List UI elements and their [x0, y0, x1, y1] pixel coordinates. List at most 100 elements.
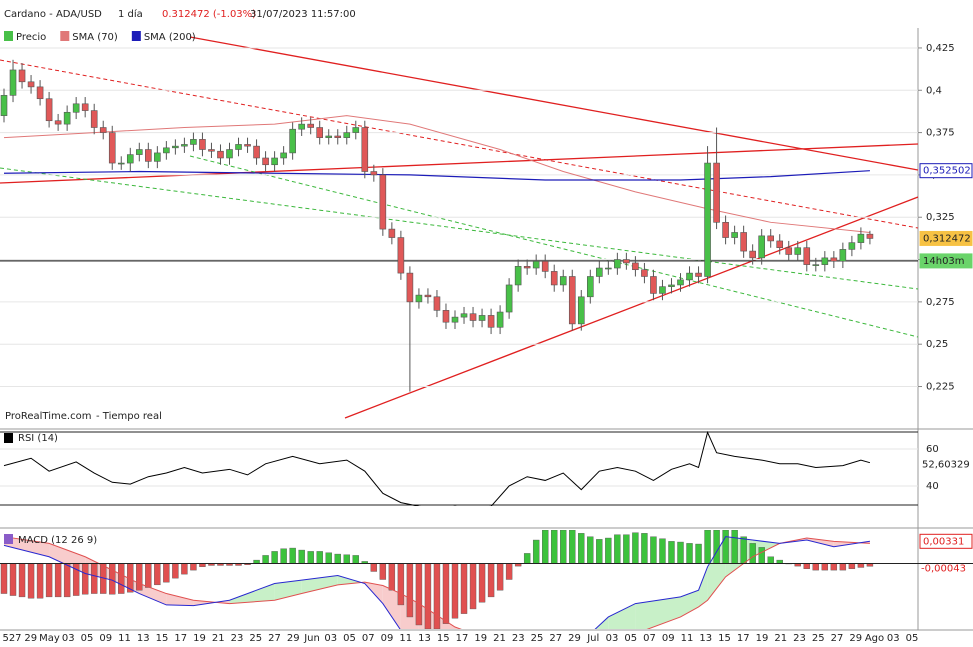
x-tick-label: 05 — [81, 633, 94, 644]
candle-body — [848, 242, 856, 250]
histogram-bar — [253, 559, 260, 564]
x-tick-label: 03 — [62, 633, 75, 644]
histogram-bar — [677, 541, 684, 564]
candle-body — [45, 98, 53, 122]
trend-line — [0, 143, 918, 184]
interval: 1 día — [118, 8, 143, 20]
candle-body — [758, 235, 765, 259]
candle-body — [803, 247, 811, 265]
x-tick-label: Jul — [586, 633, 599, 644]
x-tick-label: 11 — [681, 633, 694, 644]
candle-body — [460, 313, 468, 318]
x-tick-label: Jun — [303, 633, 320, 644]
candle-body — [208, 149, 215, 152]
candle-body — [154, 152, 161, 162]
histogram-bar — [0, 563, 8, 594]
histogram-bar — [118, 563, 125, 594]
histogram-bar — [81, 563, 89, 595]
histogram-bar — [27, 563, 35, 599]
trend-line — [189, 36, 918, 171]
candle-body — [388, 228, 396, 238]
trend-line — [189, 155, 918, 338]
x-tick-label: 21 — [212, 633, 225, 644]
y-tick-label: 0,325 — [926, 212, 955, 223]
candle-body — [136, 149, 143, 155]
histogram-bar — [54, 563, 62, 598]
histogram-bar — [641, 533, 648, 564]
candle-body — [586, 276, 594, 298]
candle-body — [433, 296, 441, 311]
candle-body — [487, 315, 495, 328]
candle-body — [641, 269, 648, 277]
x-tick-label: 13 — [137, 633, 150, 644]
candle-body — [541, 260, 549, 272]
histogram-bar — [505, 563, 513, 580]
histogram-bar — [542, 530, 549, 564]
histogram-bar — [758, 547, 765, 564]
candle-body — [668, 284, 675, 287]
candle-body — [235, 144, 242, 150]
candle-body — [298, 123, 305, 130]
x-tick-label: May — [39, 633, 60, 644]
histogram-bar — [433, 563, 441, 629]
histogram-bar — [370, 563, 378, 572]
histogram-bar — [523, 553, 531, 564]
candle-body — [785, 247, 793, 255]
histogram-bar — [90, 563, 98, 594]
candle-body — [199, 139, 206, 150]
candle-body — [767, 235, 775, 242]
x-tick-label: 13 — [418, 633, 431, 644]
candle-body — [9, 69, 17, 96]
candle-body — [54, 120, 62, 125]
macd-fill — [707, 536, 726, 601]
y-tick-label: 0,425 — [926, 43, 955, 54]
panel — [0, 47, 918, 392]
candle-body — [830, 257, 838, 262]
legend-swatch — [4, 534, 13, 544]
histogram-bar — [668, 541, 675, 564]
x-tick-label: 03 — [887, 633, 900, 644]
x-tick-label: 03 — [606, 633, 619, 644]
x-tick-label: 09 — [99, 633, 112, 644]
histogram-bar — [406, 563, 414, 618]
histogram-bar — [145, 563, 152, 588]
histogram-bar — [424, 563, 432, 629]
candle-body — [866, 233, 874, 239]
candle-body — [821, 257, 829, 265]
candle-body — [280, 152, 287, 159]
panel-title: MACD (12 26 9) — [18, 535, 97, 546]
legend-swatch — [4, 31, 13, 41]
x-tick-label: 23 — [231, 633, 244, 644]
histogram-bar — [460, 563, 468, 614]
histogram-bar — [578, 533, 585, 564]
histogram-bar — [388, 563, 396, 591]
macd-fill — [139, 583, 167, 605]
legend-swatch — [60, 31, 70, 41]
candle-body — [406, 272, 414, 303]
candle-body — [623, 259, 630, 264]
histogram-bar — [812, 563, 819, 571]
x-tick-label: 09 — [662, 633, 675, 644]
candle-body — [695, 272, 702, 277]
macd-fill — [698, 566, 708, 607]
x-tick-label: 25 — [812, 633, 825, 644]
histogram-bar — [731, 530, 738, 564]
histogram-bar — [442, 563, 450, 624]
candle-body — [605, 267, 612, 270]
histogram-bar — [36, 563, 44, 599]
candle-body — [226, 149, 233, 159]
x-tick-label: 21 — [774, 633, 787, 644]
signal-line — [3, 536, 870, 629]
panel — [0, 430, 918, 506]
candle-body — [145, 149, 152, 162]
x-tick-label: 27 — [268, 633, 281, 644]
candle-body — [713, 162, 720, 223]
macd-fill — [301, 575, 338, 594]
candle-body — [316, 127, 324, 138]
candle-body — [397, 237, 405, 274]
candle-body — [451, 316, 459, 323]
x-tick-label: 03 — [324, 633, 337, 644]
candle-body — [72, 103, 80, 113]
histogram-bar — [289, 547, 296, 564]
candle-body — [749, 250, 756, 259]
